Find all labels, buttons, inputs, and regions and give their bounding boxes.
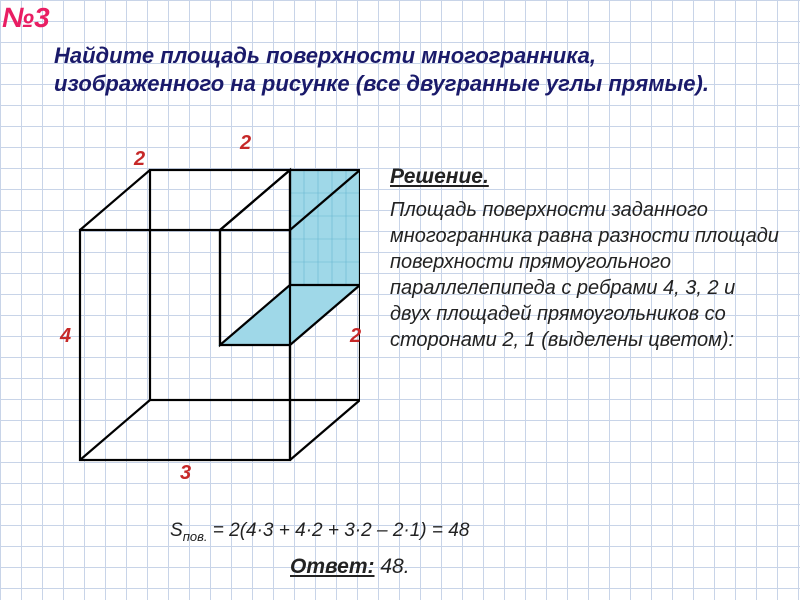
answer: Ответ: 48. [290, 555, 410, 579]
problem-number: №3 [2, 2, 50, 34]
solution-title: Решение. [390, 165, 489, 189]
dim-top-left-2: 2 [134, 148, 145, 171]
answer-label: Ответ: [290, 555, 375, 578]
formula-S: S [170, 520, 183, 541]
edge-bl [80, 400, 150, 460]
dim-right-2: 2 [350, 325, 361, 348]
dim-top-right-2: 2 [240, 132, 251, 155]
formula-expr: = 2(4·3 + 4·2 + 3·2 – 2·1) = 48 [207, 520, 469, 541]
task-text: Найдите площадь поверхности многогранник… [54, 42, 744, 97]
answer-value: 48. [375, 555, 410, 578]
highlight-back-face [290, 170, 360, 285]
solution-body: Площадь поверхности заданного многогранн… [390, 197, 780, 353]
polyhedron-diagram: 2 2 2 4 3 [50, 150, 360, 490]
dim-bottom-3: 3 [180, 462, 191, 485]
formula: Sпов. = 2(4·3 + 4·2 + 3·2 – 2·1) = 48 [170, 520, 469, 544]
dim-left-4: 4 [60, 325, 71, 348]
formula-sub: пов. [183, 529, 208, 544]
edge-tl [80, 170, 150, 230]
diagram-svg [50, 150, 360, 490]
edge-br [290, 400, 360, 460]
